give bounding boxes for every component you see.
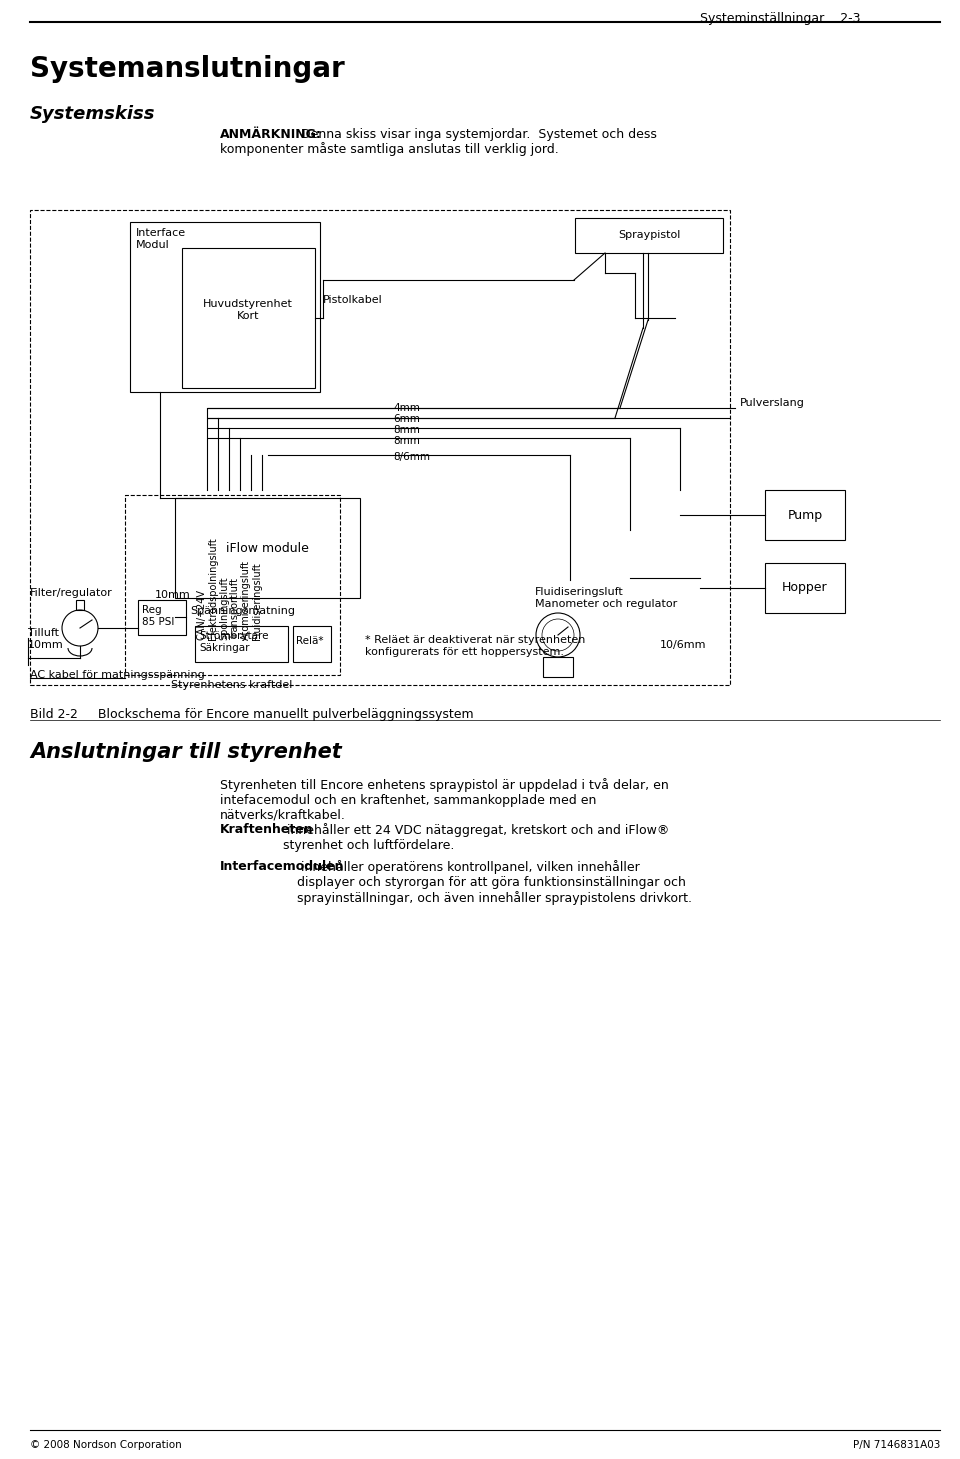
Text: Hopper: Hopper <box>782 582 828 594</box>
Text: Atomiseringsluft: Atomiseringsluft <box>241 560 251 641</box>
Bar <box>130 222 320 392</box>
Text: Elektrodspolningsluft: Elektrodspolningsluft <box>208 537 218 641</box>
Text: Strömbrytare
Säkringar: Strömbrytare Säkringar <box>199 630 269 652</box>
Text: 8mm: 8mm <box>393 436 420 446</box>
Bar <box>76 600 84 610</box>
Bar <box>30 210 730 684</box>
Text: Systemskiss: Systemskiss <box>30 105 156 123</box>
Text: iFlow module: iFlow module <box>226 541 308 554</box>
Text: 6mm: 6mm <box>393 414 420 425</box>
Text: innehåller operatörens kontrollpanel, vilken innehåller
displayer och styrorgan : innehåller operatörens kontrollpanel, vi… <box>297 859 692 905</box>
Text: Relä*: Relä* <box>296 636 324 646</box>
Bar <box>138 600 186 635</box>
Text: 4mm: 4mm <box>393 403 420 413</box>
Bar <box>575 217 723 252</box>
Text: Interface
Modul: Interface Modul <box>136 228 186 249</box>
Text: Filter/regulator: Filter/regulator <box>30 588 112 598</box>
Bar <box>175 498 360 598</box>
Text: Pump: Pump <box>787 509 823 521</box>
Text: Anslutningar till styrenhet: Anslutningar till styrenhet <box>30 743 342 762</box>
Bar <box>182 248 315 388</box>
Bar <box>543 657 573 677</box>
Text: © 2008 Nordson Corporation: © 2008 Nordson Corporation <box>30 1440 181 1450</box>
Bar <box>293 626 331 662</box>
Text: * Reläet är deaktiverat när styrenheten
konfigurerats för ett hoppersystem.: * Reläet är deaktiverat när styrenheten … <box>365 635 586 657</box>
Text: Styrenheten till Encore enhetens spraypistol är uppdelad i två delar, en
intefac: Styrenheten till Encore enhetens spraypi… <box>220 778 669 821</box>
Bar <box>125 495 340 676</box>
Text: Styrenhetens kraftdel: Styrenhetens kraftdel <box>171 680 293 690</box>
Bar <box>195 626 288 662</box>
Text: Denna skiss visar inga systemjordar.  Systemet och dess: Denna skiss visar inga systemjordar. Sys… <box>293 128 657 142</box>
Text: Reg
85 PSI: Reg 85 PSI <box>142 605 175 626</box>
Text: Interfacemodulen: Interfacemodulen <box>220 859 345 872</box>
Text: 10mm: 10mm <box>155 589 191 600</box>
Text: AC kabel för matningsspänning: AC kabel för matningsspänning <box>30 670 204 680</box>
Bar <box>765 490 845 540</box>
Text: 8/6mm: 8/6mm <box>393 452 430 463</box>
Text: Systeminställningar    2-3: Systeminställningar 2-3 <box>700 12 860 25</box>
Text: komponenter måste samtliga anslutas till verklig jord.: komponenter måste samtliga anslutas till… <box>220 142 559 156</box>
Text: Systemanslutningar: Systemanslutningar <box>30 55 345 83</box>
Text: Transportluft: Transportluft <box>230 578 240 641</box>
Text: ANMÄRKNING:: ANMÄRKNING: <box>220 128 322 142</box>
Text: Fluidiseringsluft: Fluidiseringsluft <box>252 562 262 641</box>
Text: Spänningsmatning: Spänningsmatning <box>190 605 295 616</box>
Text: Pulverslang: Pulverslang <box>740 398 804 409</box>
Text: Huvudstyrenhet
Kort: Huvudstyrenhet Kort <box>204 299 293 321</box>
Text: CAN/+24V: CAN/+24V <box>197 589 207 641</box>
Text: Kraftenheten: Kraftenheten <box>220 823 314 836</box>
Text: Pistolkabel: Pistolkabel <box>323 295 383 305</box>
Text: Tilluft
10mm: Tilluft 10mm <box>28 627 63 649</box>
Text: Bild 2-2     Blockschema för Encore manuellt pulverbeläggningssystem: Bild 2-2 Blockschema för Encore manuellt… <box>30 708 473 721</box>
Bar <box>765 563 845 613</box>
Text: innehåller ett 24 VDC nätaggregat, kretskort och and iFlow®
styrenhet och luftfö: innehåller ett 24 VDC nätaggregat, krets… <box>283 823 669 852</box>
Text: 10/6mm: 10/6mm <box>660 641 707 651</box>
Text: 8mm: 8mm <box>393 425 420 435</box>
Text: Spraypistol: Spraypistol <box>618 231 681 239</box>
Text: Fluidiseringsluft
Manometer och regulator: Fluidiseringsluft Manometer och regulato… <box>535 587 677 608</box>
Text: P/N 7146831A03: P/N 7146831A03 <box>852 1440 940 1450</box>
Text: Spolningsluft: Spolningsluft <box>219 576 229 641</box>
